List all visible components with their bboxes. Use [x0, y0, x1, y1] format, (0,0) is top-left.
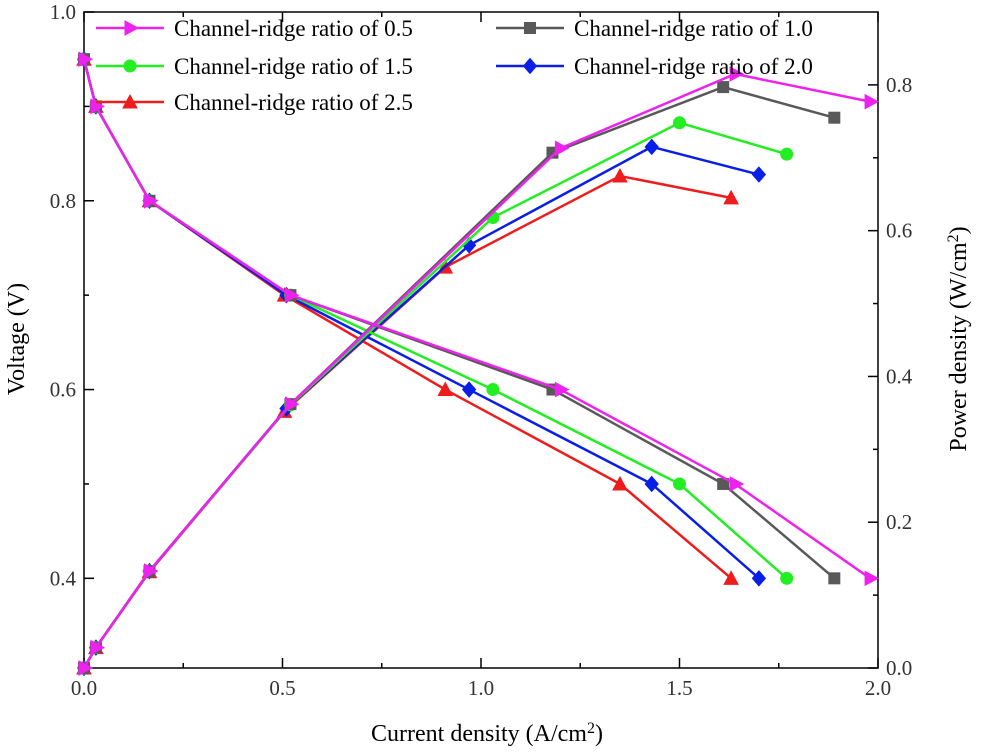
polarization-point: [780, 571, 794, 585]
power-point: [144, 563, 159, 579]
legend-item: Channel-ridge ratio of 1.5: [96, 54, 413, 79]
x-tick-label: 0.0: [71, 676, 97, 700]
y-left-tick-label: 0.4: [50, 566, 77, 590]
x-tick-label: 1.0: [468, 676, 494, 700]
polarization-point: [864, 570, 880, 587]
polarization-point: [723, 570, 739, 585]
legend-marker: [123, 59, 137, 73]
power-line: [82, 85, 835, 669]
power-point: [717, 81, 730, 94]
polarization-point: [828, 572, 841, 585]
legend-marker: [124, 20, 140, 36]
polarization-point: [461, 381, 477, 398]
x-axis-title-end: ): [595, 721, 603, 747]
y-right-tick-label: 0.0: [886, 656, 912, 680]
power-point: [673, 116, 686, 130]
polarization-point: [78, 51, 94, 68]
axes: 0.0 0.5 1.0 1.5 2.0 0.4 0.6 0.8 1.0 0.0 0.2 0.4 0.6 0…: [50, 0, 913, 700]
polarization-line: [82, 58, 836, 580]
polarization-line: [82, 58, 760, 580]
power-point: [828, 111, 841, 124]
polarization-point: [554, 381, 570, 398]
y-left-tick-label: 0.6: [50, 378, 76, 402]
series-1: [76, 50, 767, 677]
legend-label: Channel-ridge ratio of 2.0: [574, 54, 813, 79]
power-point: [90, 639, 105, 656]
power-point: [723, 189, 739, 205]
polarization-point: [673, 477, 686, 491]
y-right-tick-label: 0.8: [886, 73, 912, 97]
polarization-point: [284, 287, 300, 304]
power-point: [612, 167, 628, 183]
legend-item: Channel-ridge ratio of 0.5: [96, 16, 413, 41]
polarization-point: [612, 475, 628, 491]
x-tick-label: 1.5: [666, 676, 692, 700]
y-right-tick-label: 0.4: [886, 364, 913, 388]
y-right-tick-label: 0.2: [886, 510, 912, 534]
power-point: [751, 166, 767, 183]
y-right-axis-title-sup: 2: [945, 234, 962, 242]
power-line: [82, 72, 871, 669]
y-right-tick-label: 0.6: [886, 219, 912, 243]
power-point: [284, 396, 300, 412]
x-axis-title: Current density (A/cm2): [371, 720, 603, 748]
x-tick-label: 2.0: [865, 676, 891, 700]
polarization-point: [729, 476, 745, 492]
legend-item: Channel-ridge ratio of 2.5: [96, 90, 413, 115]
power-line: [82, 174, 732, 669]
legend-label: Channel-ridge ratio of 0.5: [174, 16, 413, 41]
legend-marker: [522, 57, 538, 75]
series-4: [78, 51, 880, 676]
power-point: [644, 138, 659, 156]
polarization-line: [82, 58, 788, 580]
legend: Channel-ridge ratio of 0.5 Channel-ridge …: [96, 16, 813, 115]
y-left-tick-label: 1.0: [50, 0, 76, 24]
polarization-point: [486, 383, 500, 397]
series-2: [77, 52, 794, 675]
power-point: [78, 660, 94, 676]
y-right-axis-title-main: Power density (W/cm: [946, 242, 972, 452]
legend-label: Channel-ridge ratio of 1.0: [574, 16, 813, 41]
legend-marker: [122, 93, 138, 109]
polarization-line: [82, 58, 732, 580]
x-tick-label: 0.5: [269, 676, 295, 700]
series-0: [76, 51, 739, 675]
polarization-point: [644, 475, 659, 493]
y-right-axis-title-end: ): [946, 226, 972, 234]
power-point: [864, 93, 880, 110]
y-right-axis-title: Power density (W/cm2): [945, 226, 973, 451]
x-axis-title-main: Current density (A/cm: [371, 721, 587, 747]
polarization-point: [751, 570, 767, 587]
polarization-point: [144, 192, 159, 209]
polarization-line: [82, 58, 871, 580]
power-point: [554, 140, 570, 157]
y-left-axis-title: Voltage (V): [4, 283, 30, 395]
x-axis-title-sup: 2: [587, 720, 595, 737]
legend-label: Channel-ridge ratio of 1.5: [174, 54, 413, 79]
legend-item: Channel-ridge ratio of 2.0: [496, 54, 813, 79]
legend-label: Channel-ridge ratio of 2.5: [174, 90, 413, 115]
y-left-tick-label: 0.8: [50, 189, 76, 213]
legend-marker: [524, 22, 536, 34]
power-line: [82, 121, 788, 669]
legend-item: Channel-ridge ratio of 1.0: [496, 16, 813, 41]
axis-titles: Current density (A/cm2) Voltage (V) Powe…: [4, 226, 972, 747]
power-point: [729, 66, 745, 82]
series-layer: [76, 50, 880, 677]
power-point: [780, 147, 794, 161]
polarization-point: [437, 381, 454, 397]
